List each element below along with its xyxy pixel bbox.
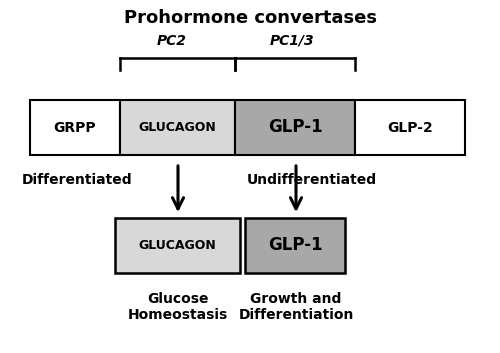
Text: GLP-1: GLP-1 xyxy=(268,237,322,255)
Bar xyxy=(30,100,120,155)
Bar xyxy=(355,100,465,155)
Text: PC2: PC2 xyxy=(157,34,187,48)
Text: GLUCAGON: GLUCAGON xyxy=(138,239,216,252)
Text: Growth and
Differentiation: Growth and Differentiation xyxy=(238,292,354,322)
Text: Differentiated: Differentiated xyxy=(22,173,132,187)
Text: PC1/3: PC1/3 xyxy=(270,34,314,48)
Bar xyxy=(245,218,345,273)
Bar xyxy=(115,218,240,273)
Text: GLUCAGON: GLUCAGON xyxy=(138,121,216,134)
Bar xyxy=(235,100,355,155)
Text: Prohormone convertases: Prohormone convertases xyxy=(124,9,376,27)
Text: Undifferentiated: Undifferentiated xyxy=(247,173,377,187)
Bar xyxy=(120,100,235,155)
Text: Glucose
Homeostasis: Glucose Homeostasis xyxy=(128,292,228,322)
Text: GLP-2: GLP-2 xyxy=(387,120,433,134)
Text: GLP-1: GLP-1 xyxy=(268,119,322,137)
Text: GRPP: GRPP xyxy=(54,120,96,134)
